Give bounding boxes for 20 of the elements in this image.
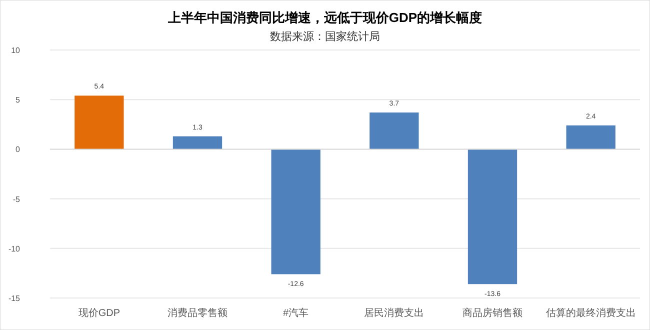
x-tick-label: 消费品零售额: [168, 307, 228, 319]
bar: [172, 136, 222, 150]
bar: [74, 96, 124, 150]
bar: [271, 149, 320, 274]
y-tick-label: 0: [16, 145, 21, 154]
chart-title: 上半年中国消费同比增速，远低于现价GDP的增长幅度: [166, 10, 482, 25]
x-tick-label: 估算的最终消费支出: [546, 307, 636, 319]
chart-subtitle: 数据来源：国家统计局: [270, 30, 380, 43]
bar: [566, 125, 616, 150]
y-tick-label: -5: [12, 194, 21, 204]
bar: [370, 112, 419, 150]
y-tick-label: -15: [8, 294, 21, 303]
x-tick-label: 现价GDP: [78, 307, 120, 319]
x-tick-label: 居民消费支出: [364, 307, 424, 319]
y-tick-label: 10: [11, 46, 21, 55]
x-tick-label: 商品房销售额: [462, 307, 522, 319]
y-tick-label: -10: [8, 244, 21, 254]
y-tick-label: 5: [16, 96, 21, 105]
bar: [468, 149, 518, 284]
x-tick-label: #汽车: [283, 307, 309, 319]
